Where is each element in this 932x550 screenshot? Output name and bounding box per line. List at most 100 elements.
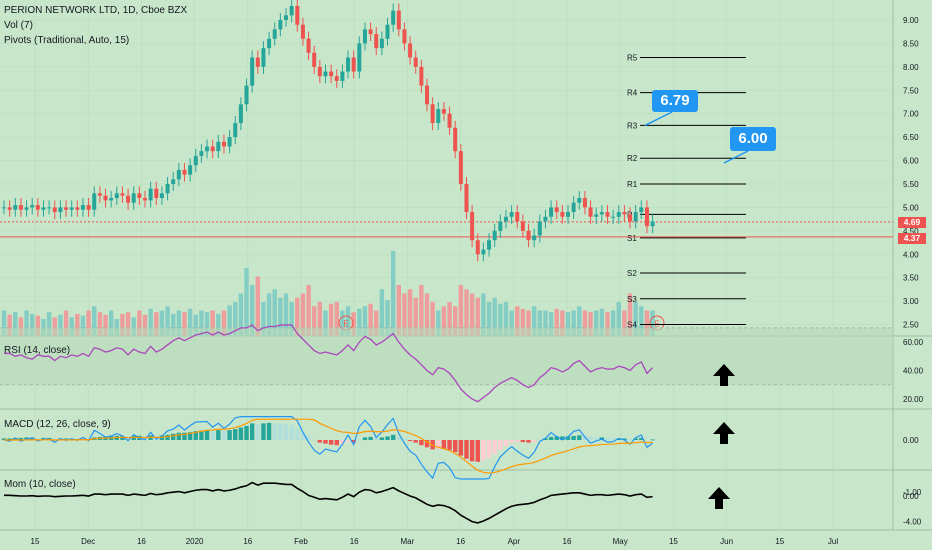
volume-bar [97, 312, 103, 336]
volume-bar [385, 300, 390, 336]
candle-body [171, 179, 176, 184]
volume-bar [498, 303, 503, 336]
candle-body [487, 240, 492, 250]
macd-histogram-bar [407, 440, 413, 442]
candle-body [255, 57, 260, 67]
candle-body [408, 43, 413, 58]
volume-bar [531, 306, 537, 336]
pivot-label: R4 [627, 89, 638, 98]
macd-histogram-bar [13, 437, 18, 440]
volume-bar [283, 293, 289, 336]
macd-histogram-bar [261, 423, 266, 440]
macd-histogram-bar [187, 432, 193, 440]
volume-bar [18, 317, 24, 336]
volume-bar [588, 312, 593, 336]
volume-bar [396, 285, 401, 336]
volume-bar [334, 302, 339, 336]
volume-bar [306, 285, 311, 336]
volume-bar [120, 313, 125, 336]
pivot-label: S1 [627, 234, 637, 243]
price-callout-1[interactable]: 6.79 [652, 90, 698, 112]
macd-histogram-bar [650, 439, 655, 441]
candle-body [357, 43, 362, 72]
macd-histogram-bar [18, 437, 24, 440]
volume-bar [582, 310, 588, 336]
candle-body [453, 127, 458, 152]
candle-body [509, 212, 514, 217]
candle-body [475, 240, 480, 255]
pivot-label: S3 [627, 295, 637, 304]
candle-body [650, 221, 655, 227]
mom-axis-label: 0.00 [903, 492, 919, 501]
volume-bar [300, 293, 306, 336]
candle-body [92, 193, 97, 210]
candle-body [520, 221, 525, 231]
candle-body [362, 29, 367, 44]
pivot-label: R5 [627, 53, 638, 62]
candle-body [221, 141, 226, 147]
indicator-panes [0, 324, 893, 524]
candle-body [560, 212, 565, 217]
candle-body [312, 52, 317, 67]
price-callout-2[interactable]: 6.00 [730, 127, 776, 151]
candle-body [532, 235, 537, 241]
macd-histogram-bar [441, 440, 447, 449]
macd-histogram-bar [616, 438, 621, 440]
time-axis-label: 2020 [186, 537, 204, 546]
volume-bar [622, 310, 627, 336]
macd-histogram-bar [35, 437, 41, 440]
candles [2, 0, 655, 262]
volume-bar [424, 293, 430, 336]
macd-histogram-bar [458, 440, 464, 456]
volume-bar [481, 293, 486, 336]
volume-bar [447, 302, 452, 336]
volume-bar [193, 314, 198, 336]
macd-histogram-bar [165, 434, 170, 440]
rsi-axis-label: 40.00 [903, 367, 924, 376]
candle-body [639, 207, 644, 213]
price-axis-label: 7.00 [903, 110, 919, 119]
volume-bar [610, 310, 616, 336]
candle-body [458, 151, 463, 184]
volume-bar [402, 293, 407, 336]
candle-body [464, 183, 469, 213]
candle-body [272, 29, 277, 39]
candle-body [379, 38, 384, 49]
candle-body [628, 214, 633, 222]
candle-body [447, 113, 452, 128]
price-axis-label: 3.00 [903, 297, 919, 306]
candle-body [109, 198, 114, 201]
callout-pointer [644, 111, 673, 127]
macd-histogram-bar [334, 440, 339, 446]
candle-body [193, 155, 198, 166]
volume-bar [441, 306, 447, 336]
candle-body [176, 169, 181, 180]
macd-histogram-bar [266, 422, 272, 440]
candle-body [238, 104, 243, 124]
volume-bar [509, 310, 514, 336]
macd-histogram-bar [24, 437, 29, 440]
candle-body [295, 5, 300, 25]
macd-histogram-bar [413, 440, 418, 443]
volume-bar [103, 314, 108, 336]
volume-bar [430, 302, 435, 336]
volume-bar [204, 312, 210, 336]
volume-bar [1, 310, 7, 336]
candle-body [385, 24, 390, 39]
macd-histogram-bar [368, 436, 373, 440]
candle-body [267, 38, 272, 49]
price-axis-label: 7.50 [903, 86, 919, 95]
candle-body [368, 29, 373, 35]
volume-bar [159, 310, 165, 336]
volume-bar [58, 314, 63, 336]
candle-body [13, 205, 18, 210]
candle-body [300, 24, 305, 39]
volume-bar [125, 312, 131, 336]
macd-histogram-bar [554, 436, 559, 440]
candle-body [58, 207, 63, 213]
volume-bar [639, 306, 644, 336]
volume-bar [374, 310, 379, 336]
volume-bar [221, 310, 227, 336]
volume-bar [345, 306, 351, 336]
